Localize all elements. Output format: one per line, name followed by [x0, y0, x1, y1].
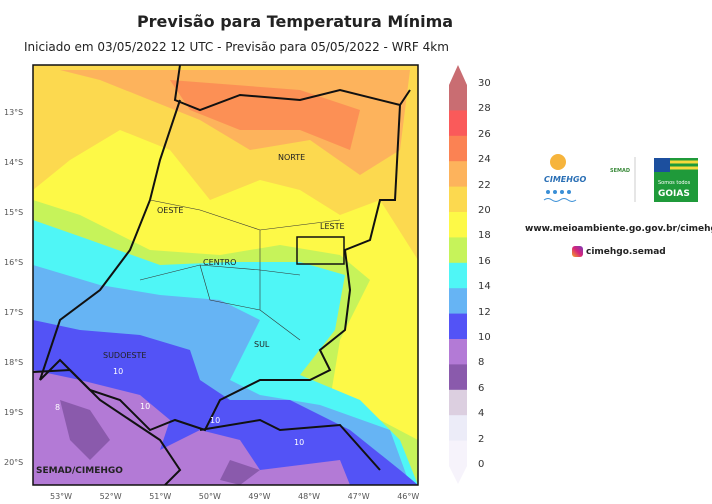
contour-label: 10 — [140, 402, 150, 411]
colorbar-tick: 10 — [478, 332, 491, 343]
lat-label: 20°S — [4, 458, 24, 467]
colorbar-swatch — [449, 237, 467, 264]
colorbar-swatch — [449, 262, 467, 289]
svg-text:Somos todos: Somos todos — [658, 180, 691, 186]
website-link[interactable]: www.meioambiente.go.gov.br/cimehgo — [525, 224, 712, 234]
lat-label: 14°S — [4, 158, 24, 167]
lon-label: 49°W — [248, 492, 271, 501]
colorbar-tick: 4 — [478, 408, 485, 420]
colorbar-swatch — [449, 135, 467, 162]
colorbar-swatch — [449, 440, 467, 467]
colorbar-tick: 16 — [478, 255, 491, 267]
colorbar-tick: 18 — [478, 230, 491, 242]
lon-label: 53°W — [50, 492, 73, 501]
region-leste: LESTE — [320, 222, 345, 231]
contour-label-8: 8 — [55, 403, 60, 412]
colorbar-swatch — [449, 85, 467, 111]
field-10 — [33, 370, 350, 485]
lat-label: 13°S — [4, 108, 24, 117]
watermark: SEMAD/CIMEHGO — [36, 466, 123, 476]
region-sudoeste: SUDOESTE — [103, 351, 146, 360]
lat-label: 17°S — [4, 308, 24, 317]
lat-label: 16°S — [4, 258, 24, 267]
state-border-west — [39, 99, 181, 381]
river-border-south — [199, 418, 381, 471]
colorbar-tick: 26 — [478, 128, 491, 140]
contour-label: 10 — [210, 416, 220, 425]
colorbar-swatch — [449, 339, 467, 365]
colorbar-tick: 12 — [478, 306, 491, 318]
colorbar-tick: 30 — [478, 78, 491, 89]
lat-label: 19°S — [4, 408, 24, 417]
instagram-icon — [572, 246, 583, 257]
colorbar-tick: 20 — [478, 205, 491, 216]
region-borders — [139, 199, 341, 341]
colorbar-tick: 14 — [478, 281, 491, 293]
logo-cimehgo: CIMEHGO — [544, 175, 587, 184]
colorbar-tick: 24 — [478, 154, 491, 166]
colorbar-swatch — [449, 186, 467, 213]
colorbar-tick: 8 — [478, 357, 485, 369]
colorbar-tick: 0 — [478, 459, 485, 470]
colorbar-tick: 22 — [478, 179, 491, 191]
contour-label: 10 — [294, 438, 304, 447]
map-frame — [32, 64, 419, 486]
lon-label: 50°W — [198, 492, 221, 501]
colorbar-tick: 6 — [478, 382, 485, 394]
lon-label: 51°W — [149, 492, 172, 501]
lon-label: 48°W — [298, 492, 321, 501]
lat-label: 18°S — [4, 358, 24, 367]
colorbar-swatch — [449, 389, 467, 416]
colorbar-swatch — [449, 313, 467, 340]
colorbar — [449, 65, 467, 484]
region-oeste: OESTE — [157, 206, 183, 215]
colorbar-tick: 28 — [478, 103, 491, 115]
sun-icon — [550, 154, 566, 170]
colorbar-tick: 2 — [478, 433, 485, 445]
lon-label: 46°W — [397, 492, 420, 501]
contour-label: 10 — [113, 367, 123, 376]
region-norte: NORTE — [278, 153, 305, 162]
region-sul: SUL — [254, 340, 270, 349]
lat-label: 15°S — [4, 208, 24, 217]
colorbar-swatch — [449, 110, 467, 137]
chart-subtitle: Iniciado em 03/05/2022 12 UTC - Previsão… — [24, 40, 449, 54]
colorbar-swatch — [449, 288, 467, 315]
colorbar-swatch — [449, 364, 467, 391]
colorbar-swatch — [449, 415, 467, 442]
logos: CIMEHGO SEMAD Somos todos GOIAS — [540, 152, 700, 208]
logo-semad: SEMAD — [610, 168, 630, 174]
colorbar-swatch — [449, 212, 467, 238]
state-border-goias — [39, 104, 401, 432]
colorbar-min-arrow — [449, 466, 467, 484]
colorbar-max-arrow — [449, 65, 467, 85]
lon-label: 47°W — [347, 492, 370, 501]
instagram-link[interactable]: cimehgo.semad — [572, 246, 666, 257]
river-border — [33, 368, 182, 485]
region-centro: CENTRO — [203, 258, 236, 267]
lon-label: 52°W — [99, 492, 122, 501]
colorbar-swatch — [449, 161, 467, 188]
chart-title: Previsão para Temperatura Mínima — [136, 12, 454, 31]
logo-goias: GOIAS — [658, 189, 690, 199]
federal-district — [296, 236, 345, 265]
field-8 — [60, 400, 260, 485]
